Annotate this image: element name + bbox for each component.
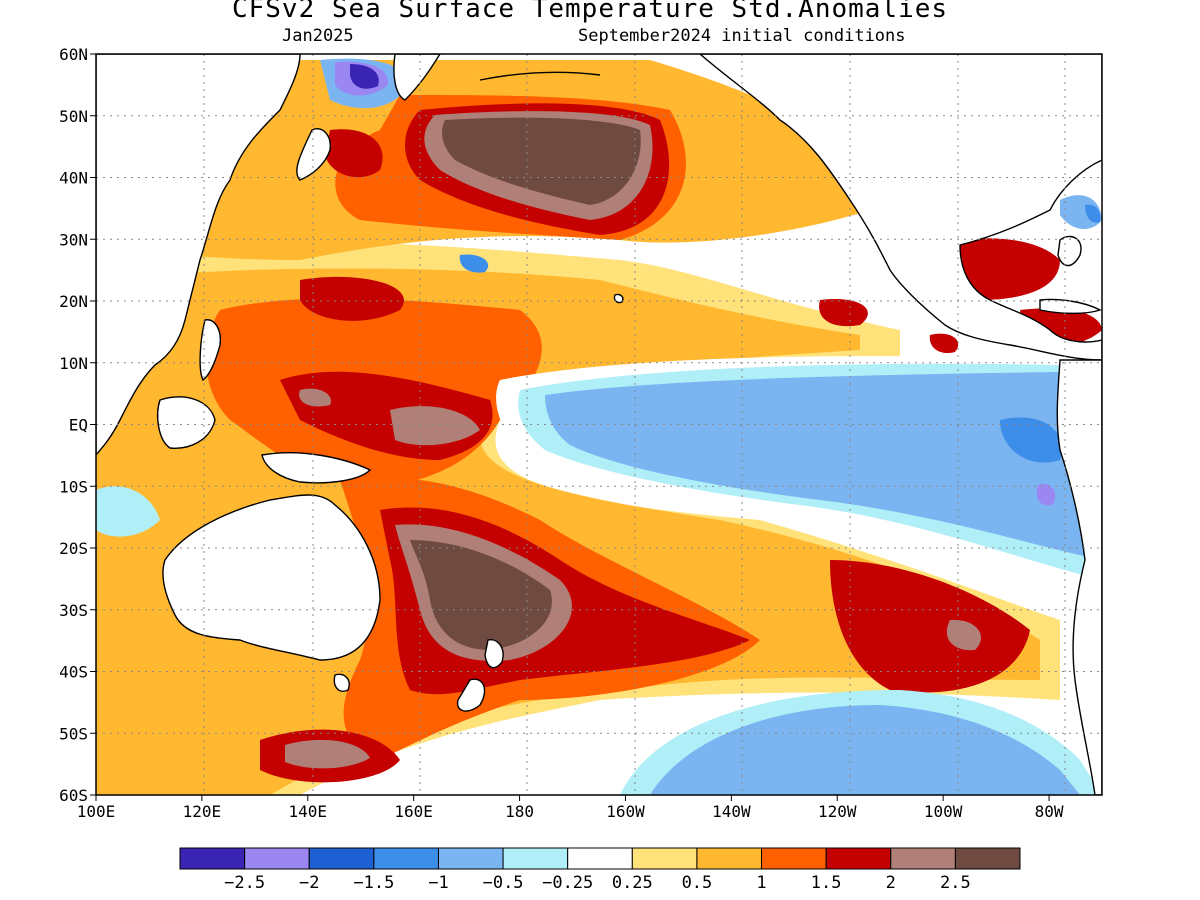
lat-tick-label: 60S	[59, 786, 88, 805]
colorbar-swatch	[825, 847, 892, 870]
land-masses	[96, 54, 1102, 795]
colorbar-label: −0.25	[542, 873, 593, 893]
aleutian-islands	[479, 71, 601, 81]
colorbar-swatch	[179, 847, 246, 870]
chart-title: CFSv2 Sea Surface Temperature Std.Anomal…	[231, 0, 949, 24]
colorbar-swatch	[890, 847, 956, 870]
lat-tick-label: 40N	[59, 169, 88, 188]
colorbar-swatch	[244, 847, 310, 870]
japan-land	[296, 128, 331, 181]
colorbar-swatch	[954, 847, 1021, 870]
tasmania-land	[333, 673, 350, 692]
colorbar-label: −0.5	[483, 873, 524, 893]
initial-conditions: September2024 initial conditions	[578, 26, 906, 46]
new-guinea-land	[261, 452, 372, 484]
lon-tick-label: 100W	[924, 802, 963, 821]
colorbar-swatch	[437, 847, 504, 870]
lat-tick-label: 40S	[59, 663, 88, 682]
asia-land	[96, 54, 301, 457]
colorbar-swatch	[308, 847, 375, 870]
lat-tick-label: 10N	[59, 354, 88, 373]
colorbar-label: −1.5	[353, 873, 394, 893]
colorbar-label: 2.5	[940, 873, 971, 893]
lat-tick-label: 50N	[59, 107, 88, 126]
colorbar-label: 0.25	[612, 873, 653, 893]
new-zealand-south-land	[456, 678, 486, 712]
lon-tick-label: 120E	[183, 802, 222, 821]
lon-tick-label: 140W	[712, 802, 751, 821]
lat-tick-label: 50S	[59, 724, 88, 743]
lat-tick-label: 30N	[59, 230, 88, 249]
florida-land	[1057, 235, 1082, 267]
lat-tick-label: 20S	[59, 539, 88, 558]
colorbar-label: −2.5	[224, 873, 265, 893]
latitude-axis: 60N 50N 40N 30N 20N 10N EQ 10S 20S 30S 40S 50S 60S	[59, 45, 96, 805]
south-pacific-peak	[410, 540, 552, 650]
north-america-land	[698, 54, 1102, 361]
colorbar-label: 1	[756, 873, 766, 893]
longitude-axis: 100E 120E 140E 160E 180 160W 140W 120W 100W 80W	[77, 795, 1064, 821]
lon-tick-label: 80W	[1035, 802, 1064, 821]
colorbar-swatch	[696, 847, 763, 870]
philippines-land	[199, 319, 222, 382]
hawaii-land	[613, 293, 624, 304]
colorbar-swatch	[567, 847, 633, 870]
equatorial-peak	[390, 406, 480, 446]
lon-tick-label: 160W	[606, 802, 645, 821]
colorbar-label: −1	[428, 873, 448, 893]
cuba-land	[1039, 298, 1102, 315]
new-zealand-land	[484, 639, 504, 669]
colorbar-legend: −2.5 −2 −1.5 −1 −0.5 −0.25 0.25 0.5 1 1.5 2 2.5	[179, 847, 1021, 893]
lat-tick-label: 20N	[59, 292, 88, 311]
colorbar-label: 0.5	[682, 873, 713, 893]
colorbar-swatch	[631, 847, 698, 870]
south-america-land	[1056, 359, 1102, 795]
australia-land	[162, 494, 381, 661]
colorbar-label: −2	[299, 873, 319, 893]
lat-tick-label: 10S	[59, 477, 88, 496]
lat-tick-label: 60N	[59, 45, 88, 64]
lon-tick-label: 180	[505, 802, 534, 821]
colorbar-label: 2	[886, 873, 896, 893]
cold-anomaly-region	[496, 356, 1102, 600]
lon-tick-label: 140E	[289, 802, 328, 821]
lat-tick-label: EQ	[69, 416, 88, 435]
colorbar-swatch	[761, 847, 827, 870]
colorbar-swatch	[373, 847, 439, 870]
borneo-land	[157, 396, 216, 449]
colorbar-swatch	[502, 847, 569, 870]
forecast-month: Jan2025	[282, 26, 354, 46]
kamchatka-land	[393, 54, 441, 101]
north-pacific-peak	[442, 117, 641, 205]
colorbar-label: 1.5	[811, 873, 842, 893]
lon-tick-label: 120W	[818, 802, 857, 821]
southeast-pacific-warm-core	[830, 560, 1030, 693]
grid-lines	[96, 54, 1102, 795]
lon-tick-label: 100E	[77, 802, 116, 821]
lon-tick-label: 160E	[394, 802, 433, 821]
lat-tick-label: 30S	[59, 601, 88, 620]
